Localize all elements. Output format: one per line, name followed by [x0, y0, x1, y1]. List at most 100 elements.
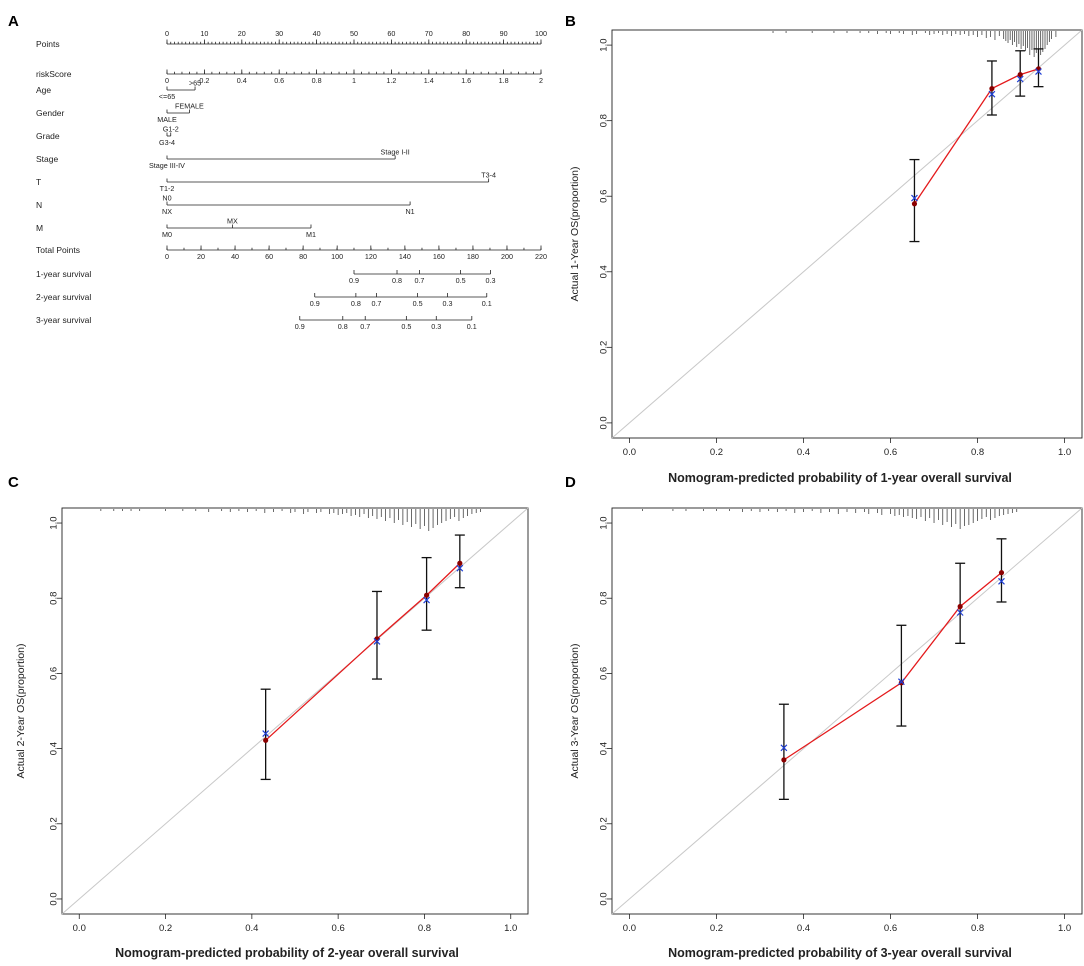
nomogram-level-m: M0	[162, 230, 172, 239]
nomogram-tick-label-surv3: 0.1	[467, 322, 477, 331]
bias-corrected-point-b	[1016, 75, 1024, 83]
nomogram-tick-label-points: 80	[462, 29, 470, 38]
nomogram-row-label-m: M	[36, 223, 43, 233]
nomogram-level-age: <=65	[159, 92, 175, 101]
calibration-plot-2-year: 0.0 0.0 0.2 0.2 0.4 0.4 0.6 0.6 0.8 0.8 1.0 1.0 Nomo…	[15, 507, 529, 960]
nomogram-tick-label-total: 80	[299, 252, 307, 261]
y-tick-label-b: 0.4	[598, 265, 609, 278]
nomogram-tick-label-riskscore: 1.8	[499, 76, 509, 85]
observed-point-d	[898, 680, 904, 686]
nomogram-tick-label-riskscore: 0.8	[312, 76, 322, 85]
nomogram-row-label-t: T	[36, 177, 41, 187]
nomogram-tick-label-surv1: 0.3	[486, 276, 496, 285]
nomogram-level-m: M1	[306, 230, 316, 239]
nomogram-tick-label-total: 200	[501, 252, 513, 261]
nomogram-tick-label-surv2: 0.8	[351, 299, 361, 308]
x-tick-label-c: 0.4	[245, 923, 258, 934]
nomogram-tick-label-surv2: 0.9	[310, 299, 320, 308]
y-tick-label-b: 0.6	[598, 190, 609, 203]
nomogram-tick-label-total: 0	[165, 252, 169, 261]
y-tick-label-b: 0.0	[598, 416, 609, 429]
nomogram-tick-label-points: 20	[238, 29, 246, 38]
observed-point-d	[957, 603, 963, 610]
y-tick-label-c: 0.2	[48, 817, 59, 830]
nomogram-level-n: N0	[162, 194, 171, 203]
plot-frame-c	[61, 507, 529, 915]
nomogram-level-gender: MALE	[157, 115, 177, 124]
x-tick-label-c: 0.6	[332, 923, 345, 934]
y-tick-label-d: 0.0	[598, 892, 609, 905]
panel-letter-a: A	[8, 13, 19, 30]
nomogram-row-label-gender: Gender	[36, 108, 65, 118]
nomogram-tick-label-points: 0	[165, 29, 169, 38]
nomogram-tick-label-total: 100	[331, 252, 343, 261]
nomogram-tick-label-total: 160	[433, 252, 445, 261]
nomogram-tick-label-surv3: 0.3	[431, 322, 441, 331]
nomogram-row-label-surv3: 3-year survival	[36, 315, 91, 325]
x-tick-label-d: 1.0	[1058, 923, 1071, 934]
observed-point-b	[1017, 71, 1023, 78]
x-tick-label-c: 1.0	[504, 923, 517, 934]
nomogram-tick-label-total: 180	[467, 252, 479, 261]
bias-corrected-point-c	[262, 730, 270, 737]
nomogram-level-stage: Stage III-IV	[149, 161, 185, 170]
nomogram-tick-label-surv1: 0.5	[456, 276, 466, 285]
nomogram-level-t: T3-4	[481, 171, 496, 180]
nomogram-tick-label-riskscore: 2	[539, 76, 543, 85]
nomogram-tick-label-surv2: 0.7	[371, 299, 381, 308]
y-tick-label-b: 1.0	[598, 39, 609, 52]
nomogram-tick-label-points: 10	[200, 29, 208, 38]
x-tick-label-d: 0.2	[710, 923, 723, 934]
y-tick-label-d: 0.8	[598, 592, 609, 605]
bias-corrected-point-c	[423, 596, 431, 604]
nomogram-level-grade: G1-2	[163, 125, 179, 134]
observed-point-b	[989, 85, 995, 92]
nomogram-tick-label-total: 140	[399, 252, 411, 261]
nomogram-tick-label-surv1: 0.9	[349, 276, 359, 285]
nomogram-tick-label-total: 120	[365, 252, 377, 261]
nomogram-level-stage: Stage I-II	[381, 148, 410, 157]
nomogram-tick-label-riskscore: 0	[165, 76, 169, 85]
y-tick-label-c: 0.4	[48, 742, 59, 755]
nomogram-row-label-stage: Stage	[36, 154, 58, 164]
observed-line-d	[783, 572, 1002, 761]
y-axis-label-b: Actual 1-Year OS(proportion)	[569, 166, 581, 301]
nomogram-tick-label-points: 100	[535, 29, 547, 38]
nomogram-tick-label-surv1: 0.7	[414, 276, 424, 285]
x-tick-label-c: 0.0	[73, 923, 86, 934]
nomogram-row-label-total: Total Points	[36, 245, 80, 255]
y-tick-label-d: 0.6	[598, 667, 609, 680]
x-tick-label-c: 0.8	[418, 923, 431, 934]
observed-point-d	[781, 757, 787, 763]
panel-letter-d: D	[565, 474, 576, 491]
nomogram-level-t: T1-2	[160, 184, 175, 193]
x-axis-label-d: Nomogram-predicted probability of 3-year…	[668, 946, 1012, 960]
y-tick-label-d: 1.0	[598, 516, 609, 529]
plot-frame-b	[611, 29, 1083, 439]
nomogram-tick-label-riskscore: 0.2	[199, 76, 209, 85]
nomogram-tick-label-riskscore: 1	[352, 76, 356, 85]
x-tick-label-b: 0.4	[797, 447, 810, 458]
plot-frame-d	[611, 507, 1083, 915]
nomogram-level-age: >65	[189, 79, 201, 88]
observed-line-b	[913, 68, 1039, 205]
x-tick-label-b: 0.2	[710, 447, 723, 458]
bias-corrected-point-c	[456, 564, 464, 572]
nomogram-tick-label-riskscore: 0.4	[237, 76, 247, 85]
panel-letter-c: C	[8, 474, 19, 491]
y-tick-label-d: 0.2	[598, 817, 609, 830]
x-tick-label-d: 0.6	[884, 923, 897, 934]
x-tick-label-b: 0.0	[623, 447, 636, 458]
bias-corrected-point-b	[988, 90, 996, 98]
bias-corrected-point-d	[998, 577, 1005, 585]
x-tick-label-b: 0.6	[884, 447, 897, 458]
observed-point-b	[911, 201, 918, 207]
nomogram-tick-label-surv2: 0.3	[443, 299, 453, 308]
y-tick-label-b: 0.8	[598, 114, 609, 127]
x-axis-label-b: Nomogram-predicted probability of 1-year…	[668, 471, 1012, 485]
y-tick-label-c: 0.6	[48, 667, 59, 680]
bias-corrected-point-b	[911, 194, 918, 202]
nomogram-level-grade: G3-4	[159, 138, 175, 147]
